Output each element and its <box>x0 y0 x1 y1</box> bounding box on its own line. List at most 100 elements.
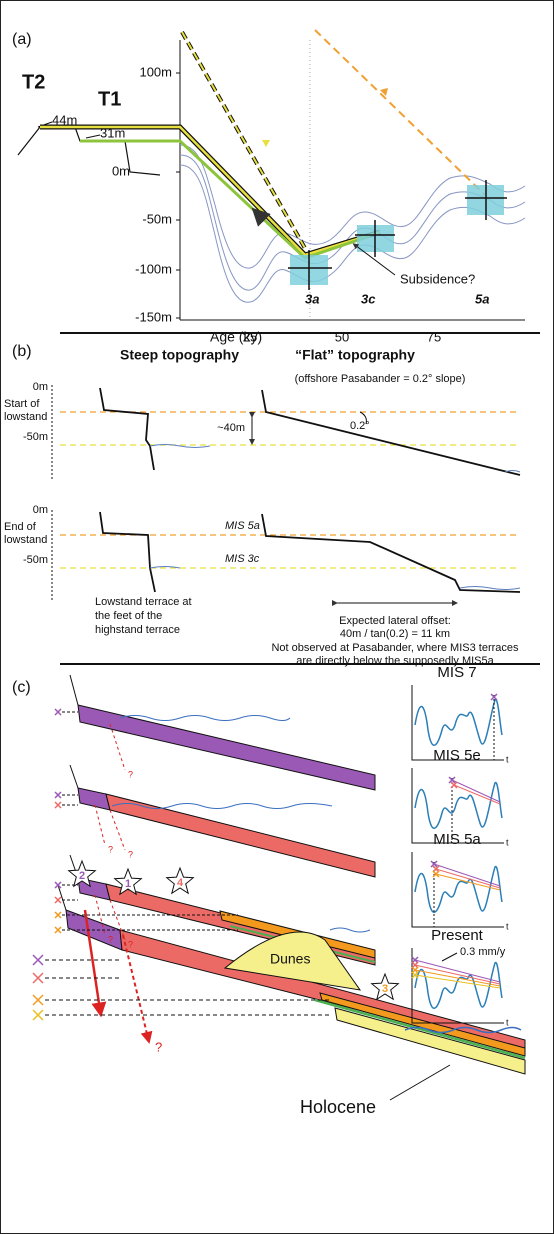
marker <box>32 954 44 966</box>
panel-label: (b) <box>12 343 32 360</box>
leader <box>441 952 458 962</box>
sea-level-curve <box>179 154 526 291</box>
inset-axis-label: t <box>506 921 509 931</box>
row-label: lowstand <box>4 411 47 423</box>
t1-path <box>80 139 371 260</box>
annotation: Subsidence? <box>400 271 475 286</box>
inset-curve <box>414 961 503 1009</box>
star <box>67 859 97 888</box>
water <box>504 470 521 473</box>
stage-label: 3a <box>305 291 319 306</box>
inset: MIS 7 t <box>411 664 509 764</box>
star-label: 4 <box>177 877 184 889</box>
water <box>149 566 181 569</box>
cliff <box>69 674 79 706</box>
uplift-line <box>414 974 501 989</box>
uplift-line <box>435 868 501 889</box>
dunes <box>223 931 362 991</box>
slabs <box>57 674 526 1075</box>
leader <box>85 134 101 139</box>
terrace-label: T2 <box>22 71 45 93</box>
projection-dashed <box>314 29 486 196</box>
depth-tick: -50m <box>23 431 48 443</box>
stage-label: 3c <box>361 291 376 306</box>
faults-small <box>94 723 126 941</box>
inset-title: MIS 7 <box>437 664 476 681</box>
cliff <box>57 884 67 911</box>
uplift-line <box>433 863 501 887</box>
inset-curve <box>414 865 503 913</box>
marker <box>490 693 498 701</box>
depth-tick: 0m <box>33 504 48 516</box>
shape <box>109 899 126 941</box>
marker <box>54 896 62 904</box>
inset-title: MIS 5a <box>433 831 481 848</box>
dunes-label: Dunes <box>270 951 310 967</box>
inset-axis-label: t <box>506 754 509 764</box>
t2-path <box>40 124 381 258</box>
panel-label: (c) <box>12 679 31 696</box>
panel-label: (a) <box>12 31 32 48</box>
water <box>119 715 291 721</box>
water <box>404 1026 522 1034</box>
star <box>113 867 143 896</box>
row-label: End of <box>4 521 37 533</box>
column-title: Steep topography <box>120 347 239 363</box>
slope-arc <box>359 411 367 425</box>
question: ? <box>108 844 113 854</box>
note: highstand terrace <box>95 624 180 636</box>
column-title: “Flat” topography <box>295 347 415 363</box>
note: Expected lateral offset: <box>339 615 451 627</box>
marker <box>54 801 62 809</box>
water <box>149 444 211 448</box>
inset-curve <box>414 698 503 746</box>
inset-axis <box>411 768 504 844</box>
orange-slab <box>319 992 526 1057</box>
arrow <box>251 207 271 227</box>
sea-level-curve <box>179 144 526 269</box>
arrow-head <box>380 88 388 96</box>
marker <box>54 708 62 716</box>
y-tick-label: 100m <box>139 64 172 79</box>
fault <box>83 909 107 1018</box>
sea-levels <box>60 411 520 569</box>
terrace-profile <box>17 126 161 176</box>
profile <box>261 389 521 476</box>
t2-path <box>40 125 381 257</box>
error-crosses <box>288 180 507 290</box>
green-line <box>314 998 526 1060</box>
profile <box>99 387 155 471</box>
uplift-line <box>435 873 501 891</box>
depth-tick: -50m <box>23 554 48 566</box>
marker <box>32 972 44 984</box>
note: are directly below the supposedly MIS5a <box>296 655 494 667</box>
marker <box>32 994 44 1006</box>
row-label: lowstand <box>4 534 47 546</box>
question: ? <box>128 769 133 779</box>
shape <box>109 809 126 851</box>
sample-boxes <box>290 185 504 285</box>
x-tick-label: 75 <box>427 329 441 344</box>
inset-axis-label: t <box>506 837 509 847</box>
profile <box>99 511 156 593</box>
profile <box>261 513 521 593</box>
inset: MIS 5a t <box>411 831 509 931</box>
rate-label: 0.3 mm/y <box>460 946 506 958</box>
holocene-slab <box>334 1007 526 1075</box>
marker <box>54 926 62 934</box>
marker <box>54 791 62 799</box>
inset-title: MIS 5e <box>433 747 481 764</box>
marker <box>54 881 62 889</box>
inset: Present t 0.3 mm/y <box>411 927 509 1027</box>
uplift-line <box>414 959 501 983</box>
y-tick-label: -50m <box>142 211 172 226</box>
uplift-line <box>453 784 501 805</box>
inset-title: Present <box>431 927 484 944</box>
x-title: Age (ky) <box>210 329 262 345</box>
stage-line-label: MIS 5a <box>225 520 260 532</box>
shape <box>94 804 106 846</box>
purple-slab <box>77 704 376 791</box>
question: ? <box>128 849 133 859</box>
y-tick-label: -150m <box>135 309 172 324</box>
